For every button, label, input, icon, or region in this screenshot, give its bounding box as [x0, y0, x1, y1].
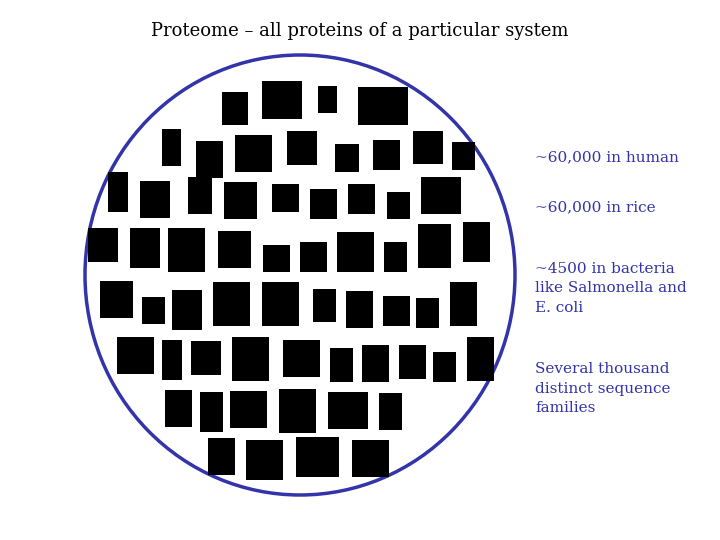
Bar	[230, 391, 267, 428]
Bar	[283, 340, 320, 377]
Bar	[200, 392, 223, 432]
Bar	[300, 242, 327, 272]
Bar	[262, 81, 302, 119]
Bar	[168, 228, 205, 272]
Bar	[108, 172, 128, 212]
Text: ~60,000 in human: ~60,000 in human	[535, 150, 679, 164]
Bar	[452, 142, 475, 170]
Bar	[208, 438, 235, 475]
Bar	[310, 189, 337, 219]
Bar	[346, 291, 373, 328]
Bar	[162, 129, 181, 166]
Bar	[418, 224, 451, 268]
Bar	[387, 192, 410, 219]
Bar	[330, 348, 353, 382]
Bar	[358, 87, 408, 125]
Bar	[287, 131, 317, 165]
Bar	[222, 92, 248, 125]
Bar	[235, 135, 272, 172]
Bar	[262, 282, 299, 326]
Bar	[196, 141, 223, 178]
Bar	[328, 392, 368, 429]
Bar	[373, 140, 400, 170]
Bar	[421, 177, 461, 214]
Bar	[352, 440, 389, 477]
Bar	[337, 232, 374, 272]
Bar	[383, 296, 410, 326]
Bar	[188, 177, 212, 214]
Bar	[218, 231, 251, 268]
Bar	[279, 389, 316, 433]
Bar	[162, 340, 182, 380]
Bar	[362, 345, 389, 382]
Bar	[399, 345, 426, 379]
Bar	[384, 242, 407, 272]
Bar	[313, 289, 336, 322]
Text: ~60,000 in rice: ~60,000 in rice	[535, 200, 656, 214]
Bar	[232, 337, 269, 381]
Bar	[140, 181, 170, 218]
Text: Several thousand
distinct sequence
families: Several thousand distinct sequence famil…	[535, 362, 670, 415]
Bar	[463, 222, 490, 262]
Text: Proteome – all proteins of a particular system: Proteome – all proteins of a particular …	[151, 22, 569, 40]
Text: ~4500 in bacteria
like Salmonella and
E. coli: ~4500 in bacteria like Salmonella and E.…	[535, 262, 687, 315]
Bar	[263, 245, 290, 272]
Bar	[172, 290, 202, 330]
Bar	[450, 282, 477, 326]
Bar	[348, 184, 375, 214]
Bar	[88, 228, 118, 262]
Bar	[224, 182, 257, 219]
Bar	[379, 393, 402, 430]
Bar	[142, 297, 165, 324]
Bar	[165, 390, 192, 427]
Bar	[246, 440, 283, 480]
Bar	[213, 282, 250, 326]
Bar	[416, 298, 439, 328]
Bar	[318, 86, 337, 113]
Bar	[335, 144, 359, 172]
Bar	[413, 131, 443, 164]
Bar	[117, 337, 154, 374]
Bar	[467, 337, 494, 381]
Bar	[433, 352, 456, 382]
Bar	[191, 341, 221, 375]
Bar	[130, 228, 160, 268]
Bar	[296, 437, 339, 477]
Bar	[272, 184, 299, 212]
Bar	[100, 281, 133, 318]
